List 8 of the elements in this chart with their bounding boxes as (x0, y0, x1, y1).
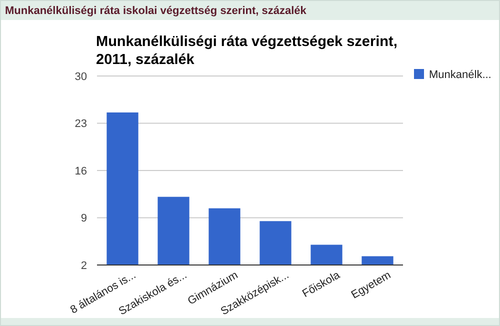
legend-label: Munkanélk... (429, 68, 492, 81)
y-tick-label: 2 (80, 260, 87, 272)
y-tick-label: 9 (80, 212, 87, 225)
text: Munkanélküliségi ráta iskolai végzettség szerint, százalék (5, 5, 308, 17)
y-tick-label: 23 (74, 118, 87, 130)
y-tick-label: 16 (74, 165, 87, 178)
chart-title: Munkanélküliségi ráta végzettségek szerint, 2011, százalék (96, 34, 398, 68)
y-tick-label: 30 (74, 70, 87, 83)
